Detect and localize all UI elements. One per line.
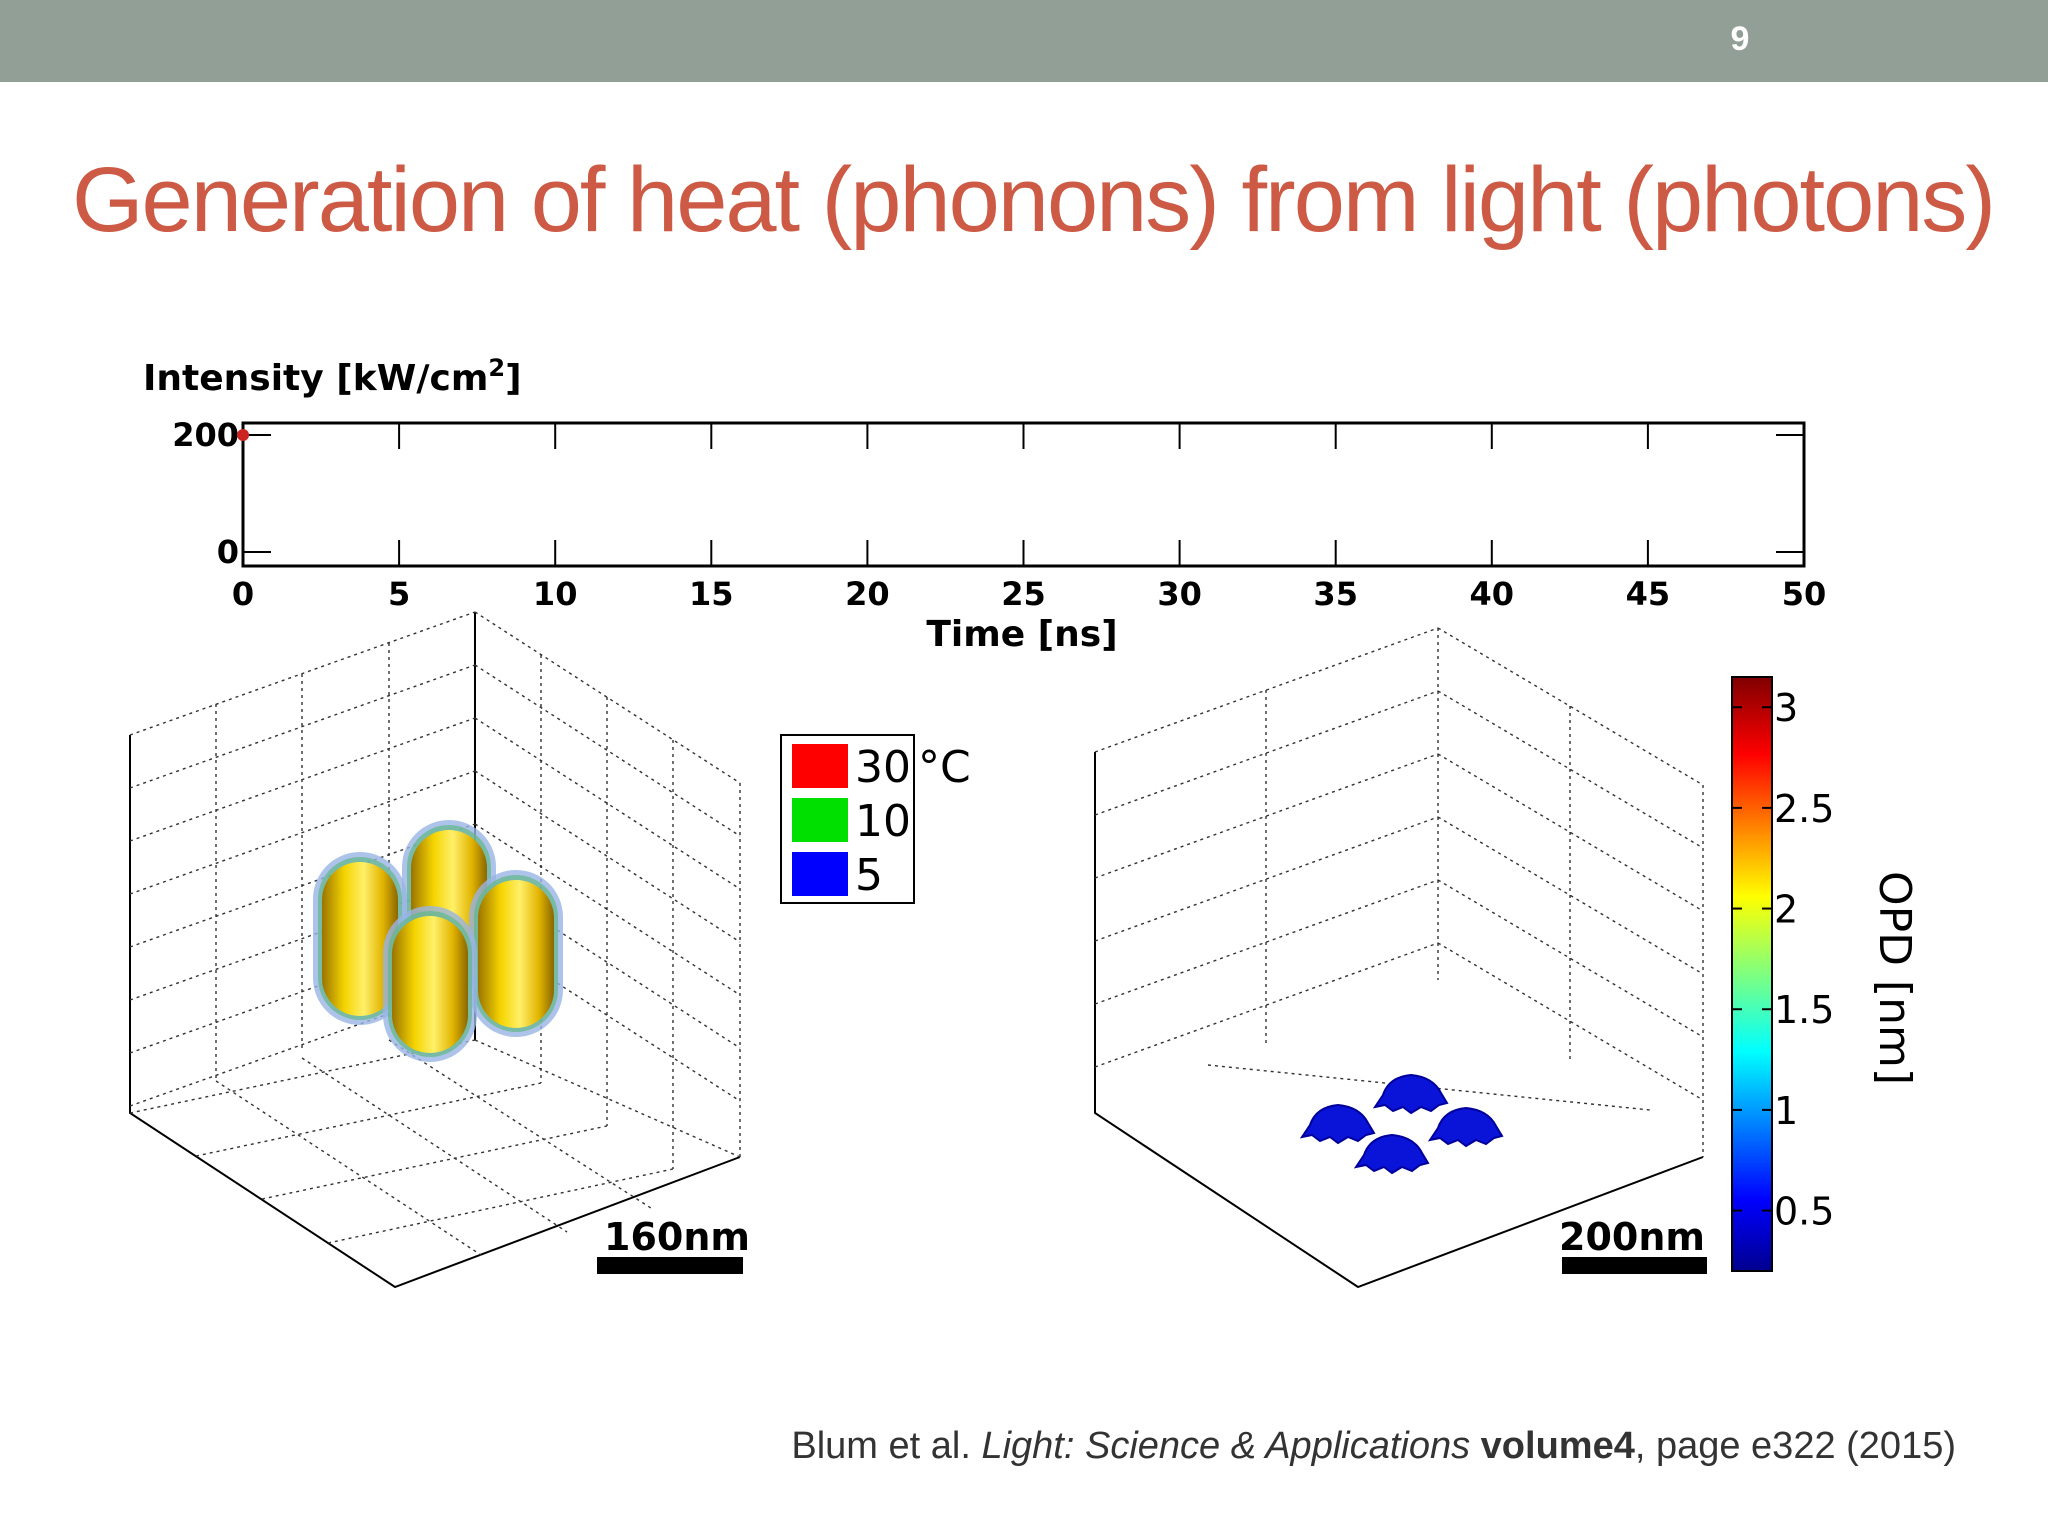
x-tick-label: 40: [1470, 575, 1515, 613]
legend-unit: °C: [918, 742, 971, 793]
citation-rest: , page e322 (2015): [1634, 1425, 1956, 1467]
opd-spot: [1299, 1103, 1376, 1145]
colorbar-tick-label: 1: [1774, 1089, 1798, 1133]
right-3d-grid: [1094, 627, 1704, 1157]
right-scale-bar-label: 200nm: [1559, 1215, 1705, 1259]
intensity-ylabel: Intensity [kW/cm2]: [143, 354, 522, 399]
x-tick-label: 5: [388, 575, 410, 613]
x-tick-label: 0: [232, 575, 254, 613]
right-3d-box: [1094, 752, 1704, 1289]
x-tick-label: 30: [1157, 575, 1202, 613]
y-tick-label: 0: [217, 533, 239, 571]
x-tick-label: 25: [1001, 575, 1046, 613]
left-scale-bar-label: 160nm: [604, 1215, 750, 1259]
nanorod: [469, 870, 563, 1037]
colorbar-tick-label: 0.5: [1774, 1190, 1834, 1234]
left-scale-bar: [597, 1257, 743, 1274]
legend-label: 5: [855, 850, 883, 901]
opd-spots: [1299, 1073, 1504, 1175]
colorbar-tick-label: 1.5: [1774, 988, 1834, 1032]
temperature-3d-plot: 160nm: [129, 611, 750, 1289]
right-scale-bar: [1562, 1257, 1707, 1274]
gold-nanorods: [313, 820, 563, 1062]
intensity-xlabel: Time [ns]: [926, 614, 1117, 655]
x-tick-label: 50: [1782, 575, 1827, 613]
legend-swatch: [792, 744, 848, 788]
intensity-point: [237, 429, 249, 441]
colorbar-tick-label: 3: [1774, 686, 1798, 730]
citation-journal: Light: Science & Applications: [981, 1425, 1471, 1467]
colorbar-tick-label: 2: [1774, 888, 1798, 932]
x-tick-label: 35: [1313, 575, 1358, 613]
colorbar-label: OPD [nm]: [1869, 871, 1920, 1085]
x-tick-label: 10: [533, 575, 578, 613]
y-tick-label: 200: [172, 416, 239, 454]
intensity-x-ticks: 0 5 10 15 20 25 30 35 40 45 50: [232, 423, 1826, 613]
opd-3d-plot: 200nm: [1094, 627, 1707, 1289]
x-tick-label: 20: [845, 575, 890, 613]
legend-label: 10: [855, 796, 911, 847]
intensity-chart: Intensity [kW/cm2] 0 5 10 15 20 25 30 35 40 45 50 …: [143, 354, 1826, 655]
opd-spot: [1353, 1133, 1430, 1175]
citation-authors: Blum et al.: [791, 1425, 971, 1467]
colorbar-tick-label: 2.5: [1774, 787, 1834, 831]
citation-volume: volume4: [1480, 1425, 1635, 1467]
x-tick-label: 45: [1626, 575, 1671, 613]
intensity-series: [237, 429, 249, 441]
colorbar-gradient: [1731, 676, 1773, 1272]
legend-swatch: [792, 798, 848, 842]
legend-swatch: [792, 852, 848, 896]
opd-colorbar: 3 2.5 2 1.5 1 0.5 OPD [nm]: [1731, 676, 1920, 1272]
x-tick-label: 15: [689, 575, 734, 613]
intensity-y-ticks: 0 200: [172, 416, 1804, 571]
opd-spot: [1372, 1073, 1449, 1115]
legend-label: 30: [855, 742, 911, 793]
top-bar: 9: [0, 0, 2048, 82]
nanorod: [383, 906, 477, 1062]
citation: Blum et al. Light: Science & Application…: [791, 1425, 1956, 1468]
opd-spot: [1427, 1106, 1504, 1148]
colorbar-ticks: 3 2.5 2 1.5 1 0.5: [1732, 686, 1834, 1234]
slide-title: Generation of heat (phonons) from light …: [72, 149, 1996, 251]
left-3d-grid: [129, 611, 741, 1256]
slide-number: 9: [1730, 20, 1750, 58]
